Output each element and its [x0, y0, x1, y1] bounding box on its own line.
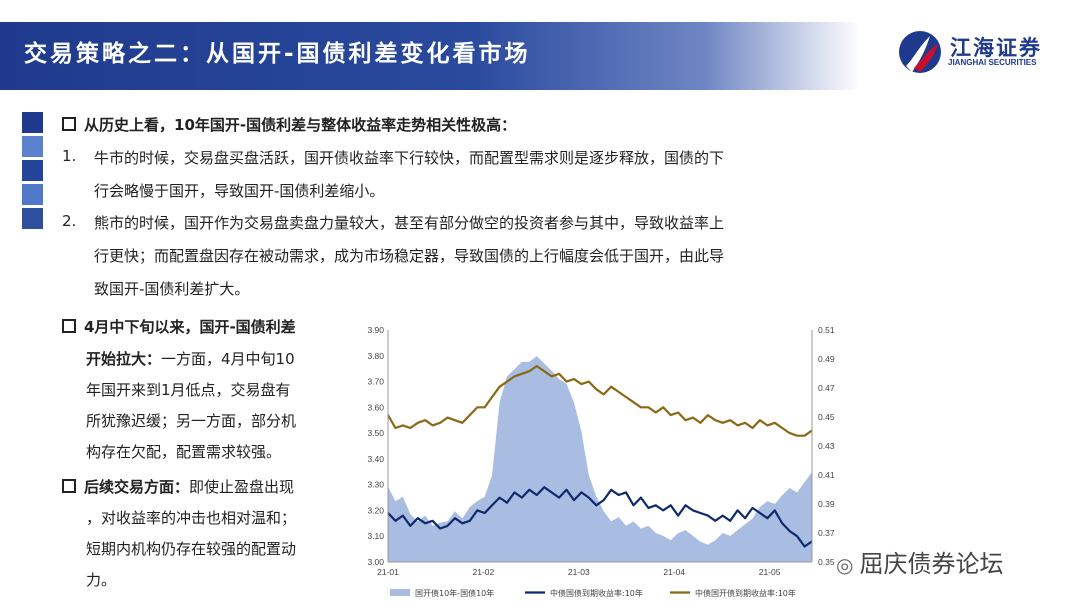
left-tick-label: 3.90: [367, 325, 384, 335]
legend-label: 国开债10年-国债10年: [415, 588, 494, 598]
left-tick-label: 3.10: [367, 531, 384, 541]
left-tick-label: 3.30: [367, 480, 384, 490]
left-tick-label: 3.80: [367, 351, 384, 361]
title-bar: [0, 22, 860, 90]
right-tick-label: 0.51: [818, 325, 835, 335]
wechat-icon: ◎: [836, 553, 854, 577]
right-tick-label: 0.41: [818, 470, 835, 480]
section2-line1: 开始拉大：一方面，4月中旬10: [86, 350, 295, 368]
decor-square: [22, 208, 43, 229]
section3-line2: ，对收益率的冲击也相对温和；: [86, 509, 297, 527]
x-tick-label: 21-04: [663, 567, 685, 577]
left-tick-label: 3.50: [367, 428, 384, 438]
legend-label: 中债国债到期收益率:10年: [550, 588, 643, 598]
right-tick-label: 0.35: [818, 557, 835, 567]
logo-text-en: JIANGHAI SECURITIES: [948, 58, 1037, 67]
section2-heading: 4月中下旬以来，国开-国债利差: [62, 316, 296, 337]
decor-square: [22, 136, 43, 157]
section1-heading: 从历史上看，10年国开-国债利差与整体收益率走势相关性极高：: [62, 114, 516, 135]
section3-line3: 短期内机构仍存在较强的配置动: [86, 540, 297, 558]
section2-line2: 年国开来到1月低点，交易盘有: [86, 381, 291, 399]
right-tick-label: 0.43: [818, 441, 835, 451]
item2-number: 2.: [62, 212, 77, 230]
section2-line4: 构存在欠配，配置需求较强。: [86, 443, 282, 461]
right-tick-label: 0.49: [818, 354, 835, 364]
item2-line3: 致国开-国债利差扩大。: [94, 280, 250, 298]
right-tick-label: 0.37: [818, 528, 835, 538]
watermark: ◎ 屈庆债券论坛: [836, 550, 1004, 578]
item2-line2: 行更快；而配置盘因存在被动需求，成为市场稳定器，导致国债的上行幅度会低于国开，由…: [94, 247, 725, 265]
x-tick-label: 21-02: [473, 567, 495, 577]
checkbox-bullet-icon: [62, 117, 76, 131]
left-tick-label: 3.00: [367, 557, 384, 567]
page-title: 交易策略之二：从国开-国债利差变化看市场: [24, 41, 531, 67]
series-area-spread: [388, 356, 812, 562]
x-tick-label: 21-05: [759, 567, 781, 577]
item1-line1: 牛市的时候，交易盘买盘活跃，国开债收益率下行较快，而配置型需求则是逐步释放，国债…: [94, 149, 725, 167]
left-tick-label: 3.70: [367, 377, 384, 387]
section3-line4: 力。: [86, 571, 117, 589]
x-tick-label: 21-01: [377, 567, 399, 577]
item2-line1: 熊市的时候，国开作为交易盘卖盘力量较大，甚至有部分做空的投资者参与其中，导致收益…: [94, 214, 725, 232]
checkbox-bullet-icon: [62, 479, 76, 493]
decor-square: [22, 112, 43, 133]
x-tick-label: 21-03: [568, 567, 590, 577]
logo-text-cn: 江海证券: [950, 36, 1042, 60]
section2-line3: 所犹豫迟缓；另一方面，部分机: [86, 412, 297, 430]
item1-number: 1.: [62, 147, 77, 165]
spread-chart: 3.90 3.80 3.70 3.60 3.50 3.40 3.30 3.20 3.10 3.00…: [367, 325, 835, 598]
decor-square: [22, 184, 43, 205]
decor-square: [22, 160, 43, 181]
series-line-treasury: [387, 486, 813, 548]
jianghai-logo-icon: [899, 31, 941, 73]
right-tick-label: 0.47: [818, 383, 835, 393]
checkbox-bullet-icon: [62, 319, 76, 333]
right-tick-label: 0.45: [818, 412, 835, 422]
left-tick-label: 3.60: [367, 402, 384, 412]
left-tick-label: 3.20: [367, 505, 384, 515]
item1-line2: 行会略慢于国开，导致国开-国债利差缩小。: [94, 182, 385, 200]
left-tick-label: 3.40: [367, 454, 384, 464]
right-tick-label: 0.39: [818, 499, 835, 509]
legend-label: 中债国开债到期收益率:10年: [695, 588, 796, 598]
series-line-cdb: [387, 364, 813, 437]
legend-swatch-spread: [390, 589, 410, 596]
section3-heading: 后续交易方面：即使止盈盘出现: [62, 476, 294, 497]
